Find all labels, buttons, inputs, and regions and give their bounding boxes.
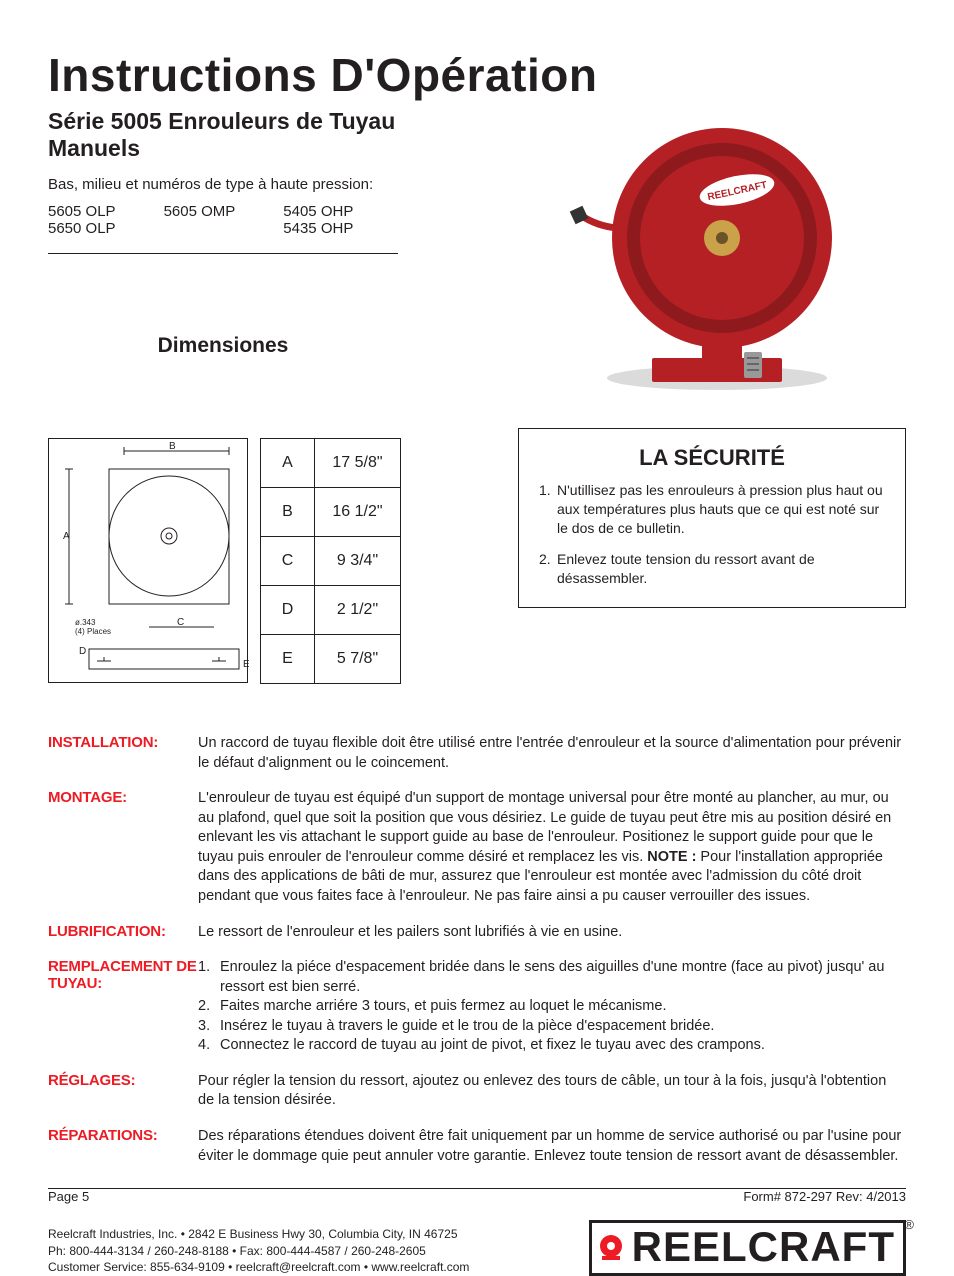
contact-line: Reelcraft Industries, Inc. • 2842 E Busi… [48,1226,469,1243]
step-text: Insérez le tuyau à travers le guide et l… [220,1017,714,1037]
dim-value: 5 7/8" [315,635,401,684]
page-title: Instructions D'Opération [48,48,906,102]
dim-value: 16 1/2" [315,488,401,537]
dim-value: 2 1/2" [315,586,401,635]
page-number: Page 5 [48,1189,89,1204]
footer-bottom: Reelcraft Industries, Inc. • 2842 E Busi… [48,1220,906,1276]
safety-text: N'utillisez pas les enrouleurs à pressio… [557,481,885,538]
section-label: INSTALLATION: [48,734,198,773]
list-item: 2.Faites marche arriére 3 tours, et puis… [198,997,906,1017]
dim-label: A [261,439,315,488]
section-reglages: RÉGLAGES: Pour régler la tension du ress… [48,1072,906,1111]
dimensions-diagram: B A ø.343 (4) Places [48,438,248,683]
svg-text:E: E [243,659,249,670]
section-installation: INSTALLATION: Un raccord de tuyau flexib… [48,734,906,773]
list-number: 2. [539,550,557,588]
models-col-1: 5605 OLP 5650 OLP [48,203,116,237]
dim-value: 17 5/8" [315,439,401,488]
safety-list: 1.N'utillisez pas les enrouleurs à press… [539,481,885,587]
svg-text:D: D [79,646,86,657]
logo-icon [596,1232,626,1262]
product-image: REELCRAFT [562,108,862,398]
step-text: Enroulez la piéce d'espacement bridée da… [220,958,906,997]
registered-mark: ® [904,1217,915,1232]
models-row: 5605 OLP 5650 OLP 5605 OMP 5405 OHP 5435… [48,203,488,237]
section-lubrification: LUBRIFICATION: Le ressort de l'enrouleur… [48,923,906,943]
list-item: 2.Enlevez toute tension du ressort avant… [539,550,885,588]
section-body: Le ressort de l'enrouleur et les pailers… [198,923,906,943]
footer-meta-row: Page 5 Form# 872-297 Rev: 4/2013 [48,1188,906,1204]
table-row: E5 7/8" [261,635,401,684]
svg-text:(4) Places: (4) Places [75,627,111,636]
divider [48,253,398,254]
table-row: A17 5/8" [261,439,401,488]
left-column: Série 5005 Enrouleurs de Tuyau Manuels B… [48,108,488,684]
section-reparations: RÉPARATIONS: Des réparations étendues do… [48,1127,906,1166]
table-row: C9 3/4" [261,537,401,586]
list-item: 4.Connectez le raccord de tuyau au joint… [198,1036,906,1056]
list-number: 3. [198,1017,220,1037]
dim-value: 9 3/4" [315,537,401,586]
model-number: 5605 OLP [48,203,116,220]
note-label: NOTE : [647,849,696,865]
list-item: 3.Insérez le tuyau à travers le guide et… [198,1017,906,1037]
dim-label: D [261,586,315,635]
section-label: RÉGLAGES: [48,1072,198,1111]
logo-text: REELCRAFT [632,1223,895,1271]
safety-text: Enlevez toute tension du ressort avant d… [557,550,885,588]
dim-label: B [261,488,315,537]
models-col-3: 5405 OHP 5435 OHP [283,203,353,237]
contact-line: Ph: 800-444-3134 / 260-248-8188 • Fax: 8… [48,1243,469,1260]
section-label: REMPLACEMENT DE TUYAU: [48,958,198,1056]
section-body: 1.Enroulez la piéce d'espacement bridée … [198,958,906,1056]
model-number: 5650 OLP [48,220,116,237]
contact-line: Customer Service: 855-634-9109 • reelcra… [48,1259,469,1276]
model-number: 5435 OHP [283,220,353,237]
form-number: Form# 872-297 Rev: 4/2013 [743,1189,906,1204]
list-number: 2. [198,997,220,1017]
section-body: Des réparations étendues doivent être fa… [198,1127,906,1166]
step-text: Faites marche arriére 3 tours, et puis f… [220,997,666,1017]
svg-text:B: B [169,441,176,452]
reelcraft-logo: REELCRAFT ® [589,1220,906,1276]
subtitle: Série 5005 Enrouleurs de Tuyau Manuels [48,108,488,162]
section-label: LUBRIFICATION: [48,923,198,943]
list-item: 1.N'utillisez pas les enrouleurs à press… [539,481,885,538]
model-number: 5605 OMP [164,203,236,220]
right-column: REELCRAFT LA SÉCURITÉ 1.N'utillisez pas … [488,108,906,684]
section-label: RÉPARATIONS: [48,1127,198,1166]
list-number: 1. [198,958,220,997]
list-item: 1.Enroulez la piéce d'espacement bridée … [198,958,906,997]
table-row: B16 1/2" [261,488,401,537]
safety-title: LA SÉCURITÉ [539,445,885,471]
section-body: Un raccord de tuyau flexible doit être u… [198,734,906,773]
dim-label: C [261,537,315,586]
dimensions-table: A17 5/8" B16 1/2" C9 3/4" D2 1/2" E5 7/8… [260,438,401,684]
sections: INSTALLATION: Un raccord de tuyau flexib… [48,734,906,1166]
section-montage: MONTAGE: L'enrouleur de tuyau est équipé… [48,789,906,906]
models-col-2: 5605 OMP [164,203,236,237]
section-remplacement: REMPLACEMENT DE TUYAU: 1.Enroulez la pié… [48,958,906,1056]
model-number: 5405 OHP [283,203,353,220]
table-row: D2 1/2" [261,586,401,635]
svg-text:C: C [177,617,184,628]
svg-text:A: A [63,531,70,542]
svg-text:ø.343: ø.343 [75,618,96,627]
dimensions-title: Dimensiones [48,334,398,358]
list-number: 1. [539,481,557,538]
dim-label: E [261,635,315,684]
list-number: 4. [198,1036,220,1056]
step-text: Connectez le raccord de tuyau au joint d… [220,1036,765,1056]
safety-box: LA SÉCURITÉ 1.N'utillisez pas les enroul… [518,428,906,608]
contact-info: Reelcraft Industries, Inc. • 2842 E Busi… [48,1226,469,1276]
section-body: Pour régler la tension du ressort, ajout… [198,1072,906,1111]
section-body: L'enrouleur de tuyau est équipé d'un sup… [198,789,906,906]
dimensions-block: Dimensiones B [48,334,488,684]
top-row: Série 5005 Enrouleurs de Tuyau Manuels B… [48,108,906,684]
pressure-line: Bas, milieu et numéros de type à haute p… [48,176,488,193]
section-label: MONTAGE: [48,789,198,906]
